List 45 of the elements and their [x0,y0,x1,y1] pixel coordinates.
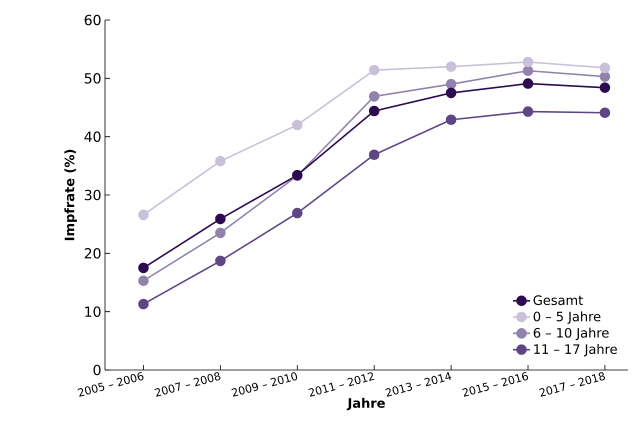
point [368,106,380,116]
x-tick-label: 2013 – 2014 [385,372,452,397]
point [522,65,534,76]
point [522,106,534,117]
x-tick-label: 2011 – 2012 [308,372,374,397]
point [215,228,226,238]
y-tick-label: 10 [85,306,101,317]
point [522,78,534,89]
point [600,62,610,74]
x-tick-label: 2007 – 2008 [154,372,220,397]
point [446,61,456,72]
y-axis-title: Impfrate (%) [64,150,77,240]
point [138,210,149,220]
point [600,107,610,118]
point [446,78,456,90]
y-tick-label: 0 [94,364,101,376]
point [368,91,380,102]
point [522,56,534,68]
y-tick-label: 30 [84,190,101,200]
legend-label: 0 – 5 Jahre [534,311,600,324]
point [446,114,456,126]
point [292,208,303,218]
point [215,156,226,166]
point [138,275,149,286]
point [368,149,380,160]
point [138,262,149,274]
point [600,82,610,93]
point [368,64,380,76]
y-tick-label: 40 [84,131,101,142]
y-tick-label: 20 [84,248,101,259]
x-tick-label: 2009 – 2010 [231,372,298,397]
x-tick-label: 2017 – 2018 [539,372,605,397]
point [215,256,226,266]
y-tick-label: 60 [84,14,101,26]
point [446,88,456,98]
point [292,120,303,130]
legend-label: Gesamt [534,295,583,306]
x-axis-title: Jahre [346,398,385,410]
x-tick-label: 2015 – 2016 [462,372,528,397]
point [600,71,610,82]
point [138,298,149,310]
legend-label: 6 – 10 Jahre [534,328,609,340]
y-tick-label: 50 [84,73,101,84]
legend-label: 11 – 17 Jahre [534,344,617,356]
point [215,214,226,224]
